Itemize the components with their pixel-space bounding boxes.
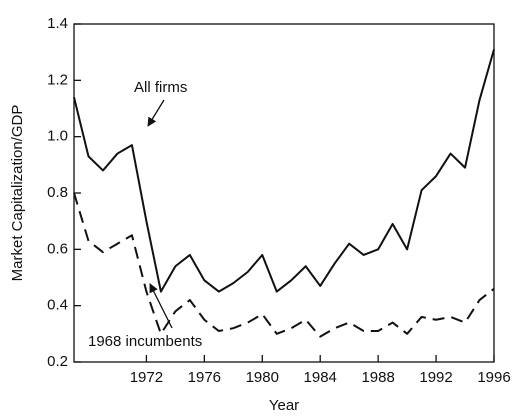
series-annotation: All firms xyxy=(134,79,187,96)
x-tick-label: 1980 xyxy=(246,369,279,386)
x-tick-label: 1976 xyxy=(188,369,221,386)
y-tick-label: 1.2 xyxy=(47,71,68,88)
y-axis-label: Market Capitalization/GDP xyxy=(9,105,26,282)
x-tick-label: 1984 xyxy=(304,369,337,386)
x-tick-label: 1988 xyxy=(361,369,394,386)
y-tick-label: 0.4 xyxy=(47,297,68,314)
data-line xyxy=(73,192,495,338)
y-tick-label: 0.6 xyxy=(47,240,68,257)
x-tick-label: 1972 xyxy=(130,369,163,386)
data-line xyxy=(73,49,495,293)
annotation-arrow xyxy=(147,99,165,127)
y-tick-label: 1.4 xyxy=(47,15,68,32)
x-tick-label: 1992 xyxy=(419,369,452,386)
series-annotation: 1968 incumbents xyxy=(88,333,202,350)
x-axis-label: Year xyxy=(269,397,299,414)
y-tick-label: 0.2 xyxy=(47,353,68,370)
y-tick-label: 1.0 xyxy=(47,128,68,145)
plot-frame xyxy=(73,23,495,363)
y-tick-label: 0.8 xyxy=(47,184,68,201)
x-tick-label: 1996 xyxy=(477,369,510,386)
